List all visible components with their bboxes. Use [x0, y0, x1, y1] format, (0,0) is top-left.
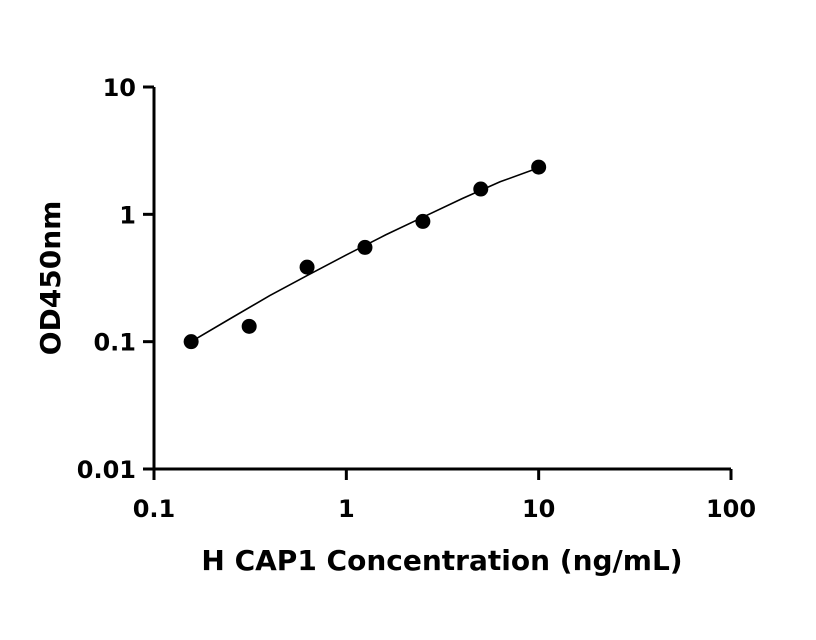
data-point — [241, 318, 257, 334]
y-axis-title: OD450nm — [34, 201, 67, 356]
x-axis-ticks: 0.1 1 10 100 — [133, 469, 756, 523]
series-layer — [183, 159, 547, 350]
y-tick-label: 1 — [119, 201, 136, 229]
x-tick-label: 0.1 — [133, 495, 176, 523]
plot-area: 0.1 1 10 100 0.01 0.1 1 10 — [77, 74, 756, 523]
y-tick-label: 0.1 — [93, 329, 136, 357]
data-point — [183, 334, 199, 350]
x-axis-title: H CAP1 Concentration (ng/mL) — [201, 544, 682, 577]
y-tick-label: 0.01 — [77, 456, 136, 484]
x-tick-label: 100 — [706, 495, 756, 523]
data-point — [299, 259, 315, 275]
data-point — [473, 181, 489, 197]
data-point — [415, 213, 431, 229]
x-tick-label: 10 — [522, 495, 555, 523]
x-tick-label: 1 — [338, 495, 355, 523]
y-axis-ticks: 0.01 0.1 1 10 — [77, 74, 154, 484]
data-point — [531, 159, 547, 175]
y-tick-label: 10 — [103, 74, 136, 102]
data-point — [357, 239, 373, 255]
